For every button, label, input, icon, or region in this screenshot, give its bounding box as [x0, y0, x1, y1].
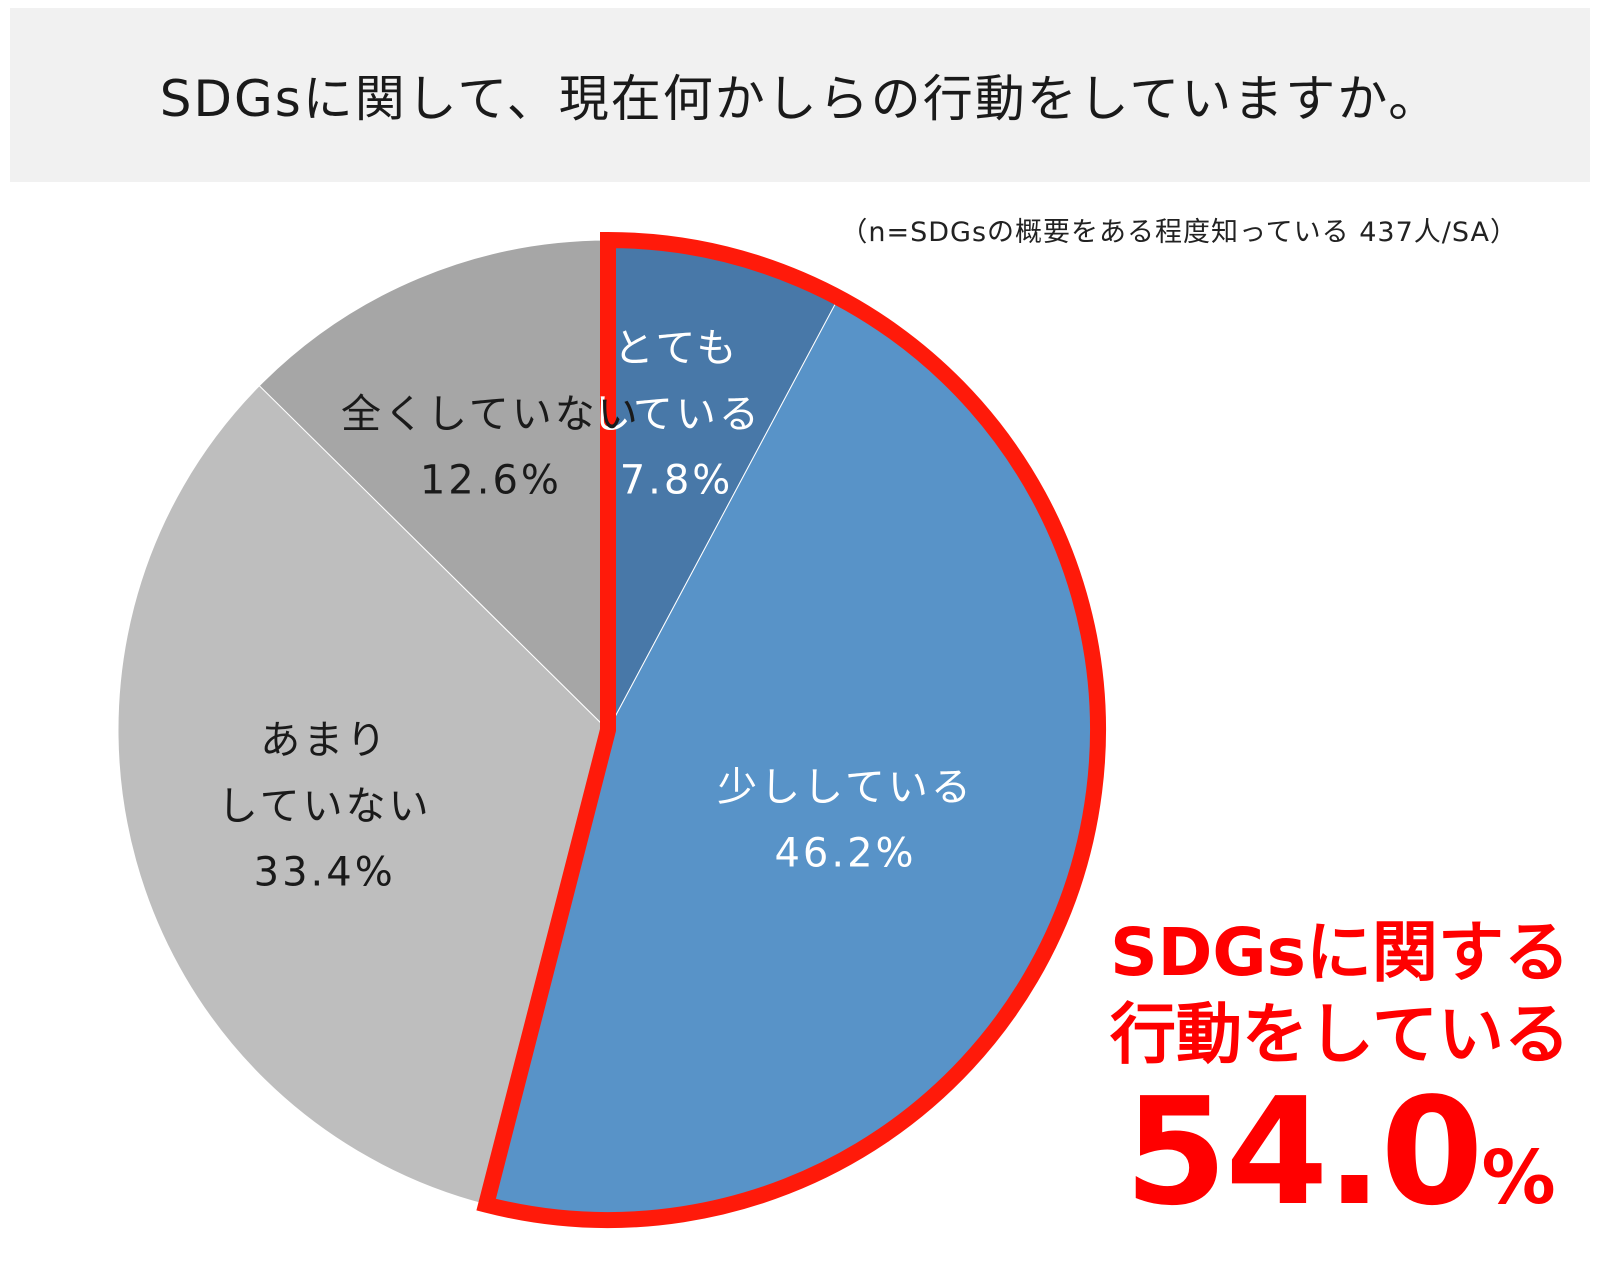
- slice-label-very-0: とても: [614, 325, 740, 371]
- callout-total: 54.0%: [1100, 1078, 1580, 1268]
- slice-value-very: 7.8%: [620, 457, 734, 503]
- slice-label-never-0: 全くしていない: [341, 392, 641, 438]
- callout-line-1: SDGsに関する: [1110, 914, 1570, 991]
- callout-unit: %: [1481, 1135, 1556, 1221]
- slice-label-somewhat-0: 少ししている: [717, 764, 974, 810]
- slice-label-very-1: している: [591, 391, 762, 437]
- highlight-outline: [476, 231, 1106, 1228]
- callout-line-2: 行動をしている: [1109, 996, 1571, 1073]
- slice-label-rarely-1: していない: [218, 784, 432, 830]
- pie-slice-never: [258, 239, 609, 732]
- highlight-callout: SDGsに関する 行動をしている 54.0%: [1100, 912, 1580, 1268]
- pie-slice-rarely: [117, 384, 609, 1206]
- slice-value-rarely: 33.4%: [254, 850, 396, 896]
- slice-label-rarely-0: あまり: [260, 718, 389, 764]
- slice-value-never: 12.6%: [420, 458, 562, 504]
- title-band: SDGsに関して、現在何かしらの行動をしていますか。: [10, 8, 1590, 182]
- sample-size-note: （n=SDGsの概要をある程度知っている 437人/SA）: [840, 217, 1518, 248]
- pie-slices: [117, 239, 1099, 1221]
- chart-title: SDGsに関して、現在何かしらの行動をしていますか。: [159, 70, 1441, 128]
- highlight-outline-group: [476, 231, 1106, 1228]
- callout-value: 54.0: [1124, 1066, 1483, 1238]
- slice-value-somewhat: 46.2%: [774, 830, 916, 876]
